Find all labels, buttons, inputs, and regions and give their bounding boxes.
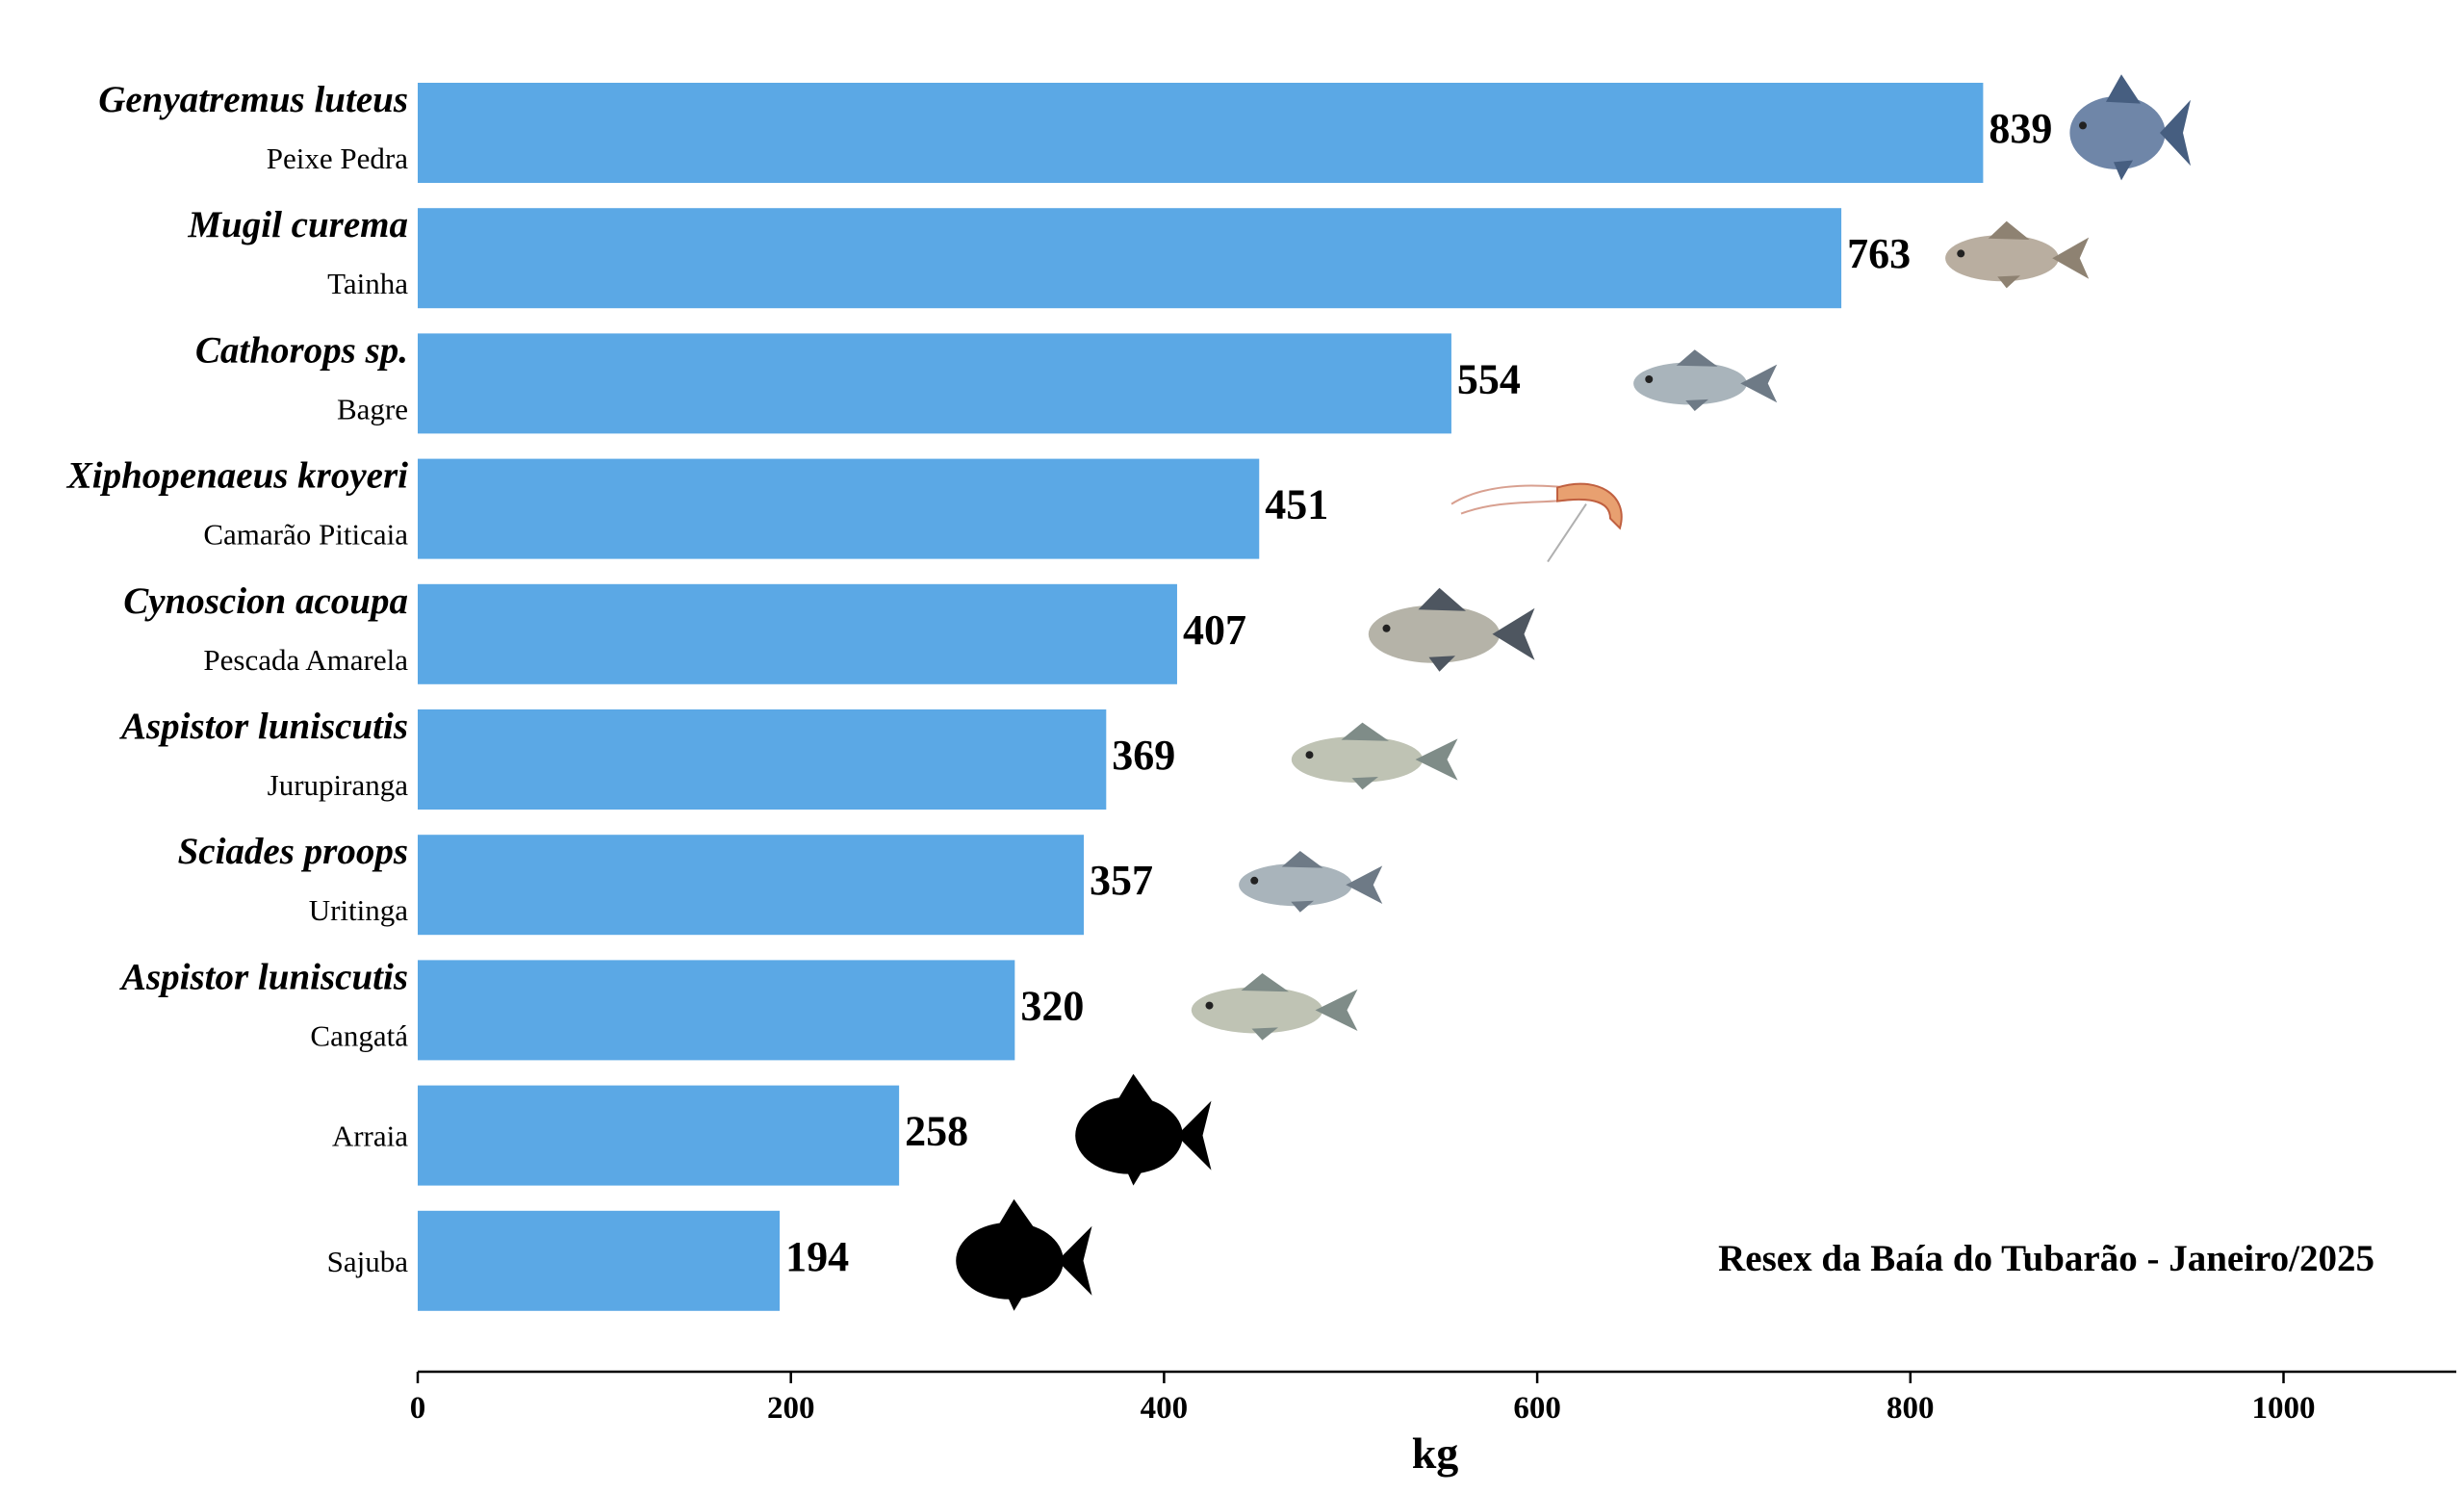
weakfish-photo-icon (1368, 587, 1535, 672)
fish-silhouette-icon (1075, 1073, 1212, 1186)
species-icons (956, 74, 2191, 1311)
data-label: 839 (1989, 105, 2052, 152)
sea-catfish-photo-icon (1191, 973, 1358, 1041)
x-tick-label: 800 (1886, 1391, 1935, 1426)
category-common-name: Cangatá (310, 1018, 408, 1052)
data-label: 407 (1183, 606, 1246, 654)
chart-annotation: Resex da Baía do Tubarão - Janeiro/2025 (1718, 1238, 2374, 1279)
fish-silhouette-icon (956, 1198, 1092, 1311)
category-common-name: Sajuba (327, 1245, 409, 1278)
category-common-name: Camarão Piticaia (203, 518, 408, 552)
category-scientific-name: Cathorops sp. (195, 329, 408, 371)
shrimp-photo-icon (1450, 482, 1623, 563)
x-tick-label: 200 (767, 1391, 815, 1426)
bar-6 (418, 835, 1085, 936)
category-common-name: Jurupiranga (268, 768, 409, 802)
x-axis: 0 200 400 600 800 1000 (410, 1370, 2456, 1426)
bar-7 (418, 960, 1015, 1061)
bar-2 (418, 333, 1451, 434)
category-scientific-name: Xiphopenaeus kroyeri (66, 455, 408, 497)
bar-4 (418, 583, 1177, 684)
data-label: 554 (1457, 355, 1521, 402)
category-common-name: Tainha (327, 267, 408, 300)
value-labels: 839 763 554 451 407 369 357 320 258 194 (785, 105, 2052, 1280)
bar-9 (418, 1210, 781, 1311)
category-scientific-name: Aspistor luniscutis (118, 706, 408, 747)
catfish-photo-icon (1239, 851, 1383, 913)
category-common-name: Bagre (337, 392, 408, 425)
mullet-fish-photo-icon (1945, 220, 2090, 289)
category-common-name: Peixe Pedra (267, 142, 408, 175)
category-labels: Genyatremus luteus Peixe Pedra Mugil curem… (66, 79, 409, 1278)
data-label: 194 (785, 1233, 849, 1280)
sea-catfish-photo-icon (1291, 722, 1458, 790)
data-label: 320 (1020, 982, 1084, 1029)
bar-3 (418, 458, 1260, 559)
data-label: 258 (905, 1108, 968, 1155)
category-scientific-name: Cynoscion acoupa (123, 580, 408, 622)
data-label: 451 (1265, 481, 1328, 528)
category-scientific-name: Mugil curema (187, 204, 408, 245)
x-tick-label: 400 (1141, 1391, 1189, 1426)
data-label: 369 (1112, 732, 1175, 779)
x-axis-label: kg (1412, 1429, 1459, 1478)
bar-0 (418, 83, 1984, 183)
grunt-fish-photo-icon (2069, 74, 2191, 181)
data-label: 357 (1090, 857, 1153, 904)
data-label: 763 (1847, 230, 1911, 277)
category-common-name: Pescada Amarela (203, 643, 408, 677)
category-scientific-name: Aspistor luniscutis (118, 956, 408, 997)
category-common-name: Uritinga (309, 893, 409, 927)
bar-1 (418, 208, 1842, 309)
bars-layer (418, 83, 1984, 1311)
x-tick-label: 600 (1513, 1391, 1561, 1426)
category-scientific-name: Genyatremus luteus (98, 79, 408, 120)
x-tick-label: 1000 (2252, 1391, 2316, 1426)
x-tick-label: 0 (410, 1391, 426, 1426)
category-common-name: Arraia (332, 1120, 408, 1153)
bar-5 (418, 709, 1107, 810)
category-scientific-name: Sciades proops (178, 831, 408, 872)
bar-8 (418, 1085, 900, 1186)
catfish-photo-icon (1633, 349, 1778, 411)
